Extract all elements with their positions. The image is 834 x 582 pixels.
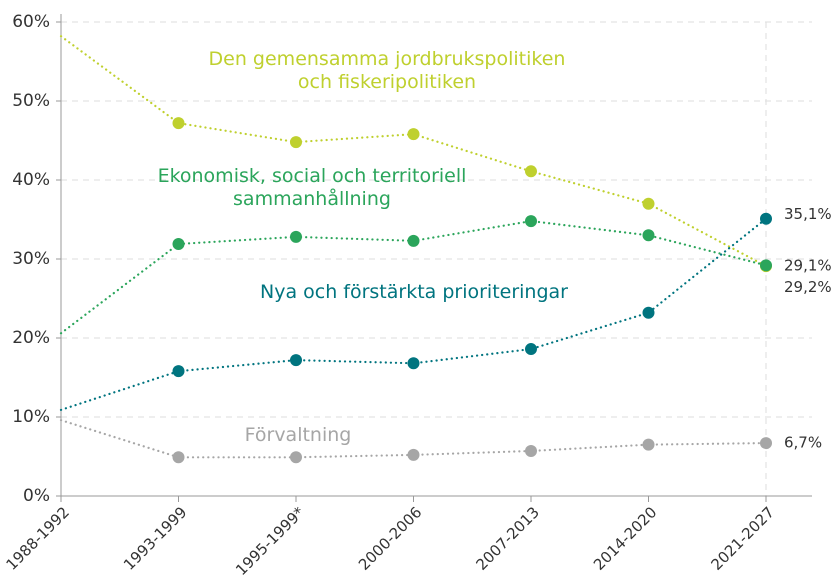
- x-tick-label: 1995-1999*: [232, 503, 308, 579]
- series-label: Förvaltning: [244, 424, 352, 446]
- series: 35,1%: [59, 205, 832, 411]
- marker: [290, 451, 302, 464]
- series-label: Nya och förstärkta prioriteringar: [259, 281, 568, 303]
- marker: [290, 136, 302, 149]
- value-label: 29,2%: [784, 278, 832, 296]
- marker: [525, 444, 537, 457]
- marker: [290, 354, 302, 367]
- marker: [525, 343, 537, 356]
- marker: [172, 117, 185, 130]
- marker: [525, 215, 537, 228]
- marker: [407, 448, 420, 461]
- marker: [760, 437, 772, 450]
- marker: [642, 306, 655, 319]
- marker: [172, 365, 185, 378]
- marker: [172, 237, 185, 250]
- y-tick-label: 30%: [12, 249, 50, 269]
- marker: [760, 212, 772, 225]
- marker: [407, 357, 420, 370]
- marker: [407, 128, 420, 141]
- marker: [407, 234, 420, 247]
- x-tick-label: 2000-2006: [355, 503, 426, 574]
- marker: [642, 197, 655, 210]
- value-label: 35,1%: [784, 205, 832, 223]
- marker: [760, 259, 772, 272]
- x-tick-label: 2014-2020: [590, 503, 661, 574]
- series: 29,1%: [59, 35, 832, 275]
- y-tick-label: 40%: [12, 170, 50, 190]
- value-label: 29,1%: [784, 257, 832, 275]
- x-tick-label: 1988-1992: [2, 503, 73, 574]
- value-label: 6,7%: [784, 434, 822, 452]
- x-tick-label: 2007-2013: [472, 503, 543, 574]
- y-tick-label: 20%: [12, 328, 50, 348]
- marker: [642, 438, 655, 451]
- marker: [290, 230, 302, 243]
- series-label: Ekonomisk, social och territoriell samma…: [157, 165, 467, 210]
- series: 29,2%: [59, 215, 832, 335]
- marker: [642, 229, 655, 242]
- marker: [172, 451, 185, 464]
- series-label: Den gemensamma jordbrukspolitiken och fi…: [208, 48, 566, 93]
- series: 6,7%: [59, 419, 822, 464]
- marker: [525, 165, 537, 178]
- y-tick-label: 0%: [23, 486, 50, 506]
- y-tick-label: 50%: [12, 91, 50, 111]
- y-tick-label: 10%: [12, 407, 50, 427]
- y-tick-label: 60%: [12, 12, 50, 32]
- line: [59, 217, 768, 411]
- x-tick-label: 2021-2027: [707, 503, 778, 574]
- x-tick-label: 1993-1999: [120, 503, 191, 574]
